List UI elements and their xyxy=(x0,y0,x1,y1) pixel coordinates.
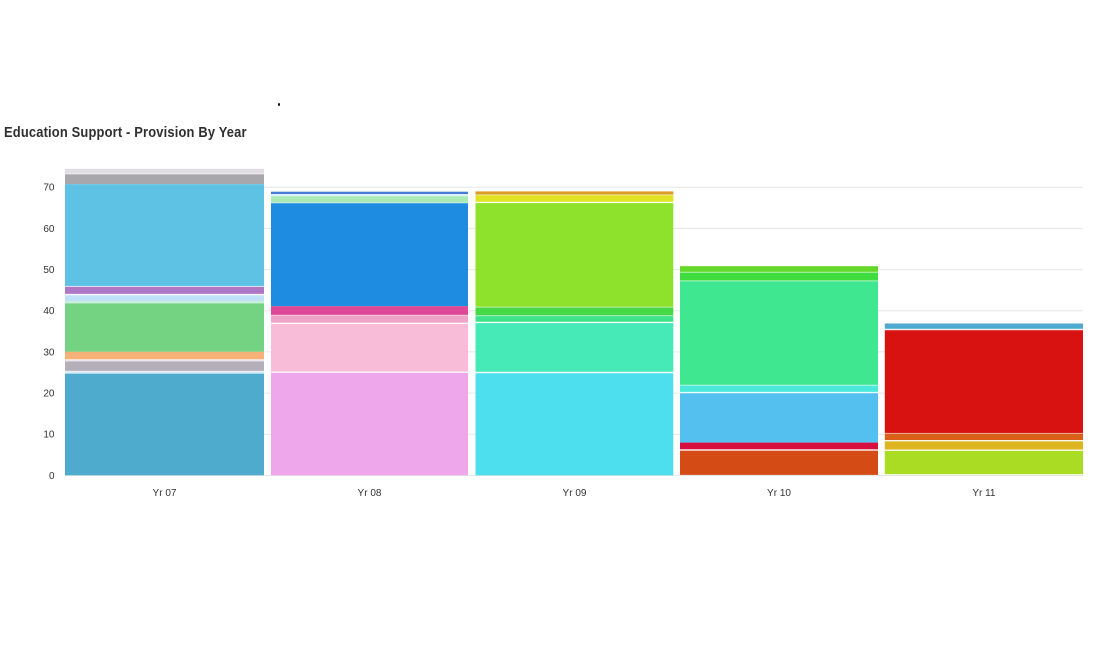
svg-text:50: 50 xyxy=(43,265,55,276)
svg-text:10: 10 xyxy=(43,430,55,441)
svg-text:40: 40 xyxy=(43,306,55,317)
svg-text:20: 20 xyxy=(43,389,55,400)
svg-text:Yr 10: Yr 10 xyxy=(767,488,791,499)
svg-text:Yr 08: Yr 08 xyxy=(358,488,382,499)
svg-text:70: 70 xyxy=(43,183,55,194)
svg-text:Yr 09: Yr 09 xyxy=(563,488,587,499)
svg-text:0: 0 xyxy=(49,471,55,482)
svg-text:Yr 07: Yr 07 xyxy=(153,488,177,499)
svg-text:60: 60 xyxy=(43,224,55,235)
svg-text:Yr 11: Yr 11 xyxy=(972,488,996,499)
svg-text:30: 30 xyxy=(43,347,55,358)
